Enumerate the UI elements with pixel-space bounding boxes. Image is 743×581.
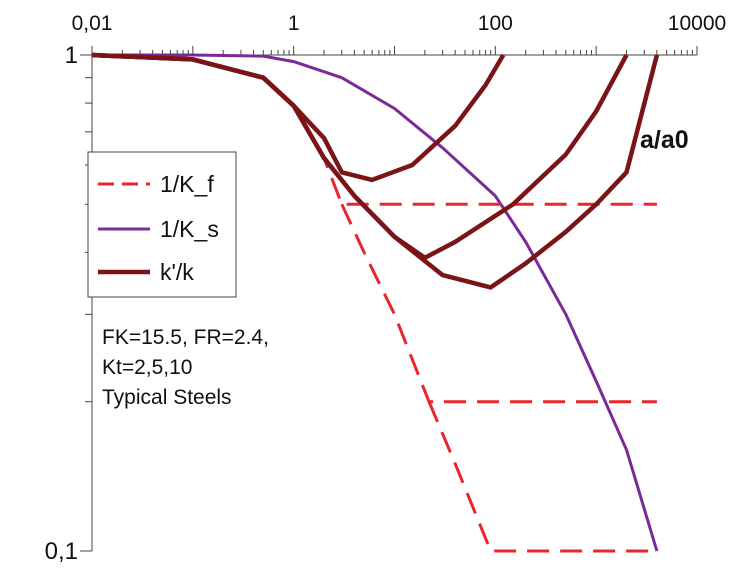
series-line-kk-kt10 xyxy=(91,52,660,290)
y-tick-label: 0,1 xyxy=(45,538,78,565)
x-tick-label: 100 xyxy=(478,12,513,35)
x-tick-label: 0,01 xyxy=(72,12,113,35)
x-tick-label: 10000 xyxy=(668,12,726,35)
series-line-kf-kt5 xyxy=(340,203,657,404)
legend: 1/K_f 1/K_s k'/k xyxy=(87,151,237,298)
annotation-line-1: FK=15.5, FR=2.4, xyxy=(102,326,269,349)
chart-series-layer xyxy=(91,52,660,553)
annotation: FK=15.5, FR=2.4, Kt=2,5,10 Typical Steel… xyxy=(102,326,269,409)
series-line-kf-kt10 xyxy=(427,401,657,553)
x-axis-label: a/a0 xyxy=(640,126,689,154)
annotation-line-2: Kt=2,5,10 xyxy=(102,356,193,379)
y-tick-label: 1 xyxy=(65,42,78,69)
series-line-ks xyxy=(92,53,659,552)
x-tick-label: 1 xyxy=(288,12,300,35)
annotation-line-3: Typical Steels xyxy=(102,386,232,409)
legend-label-ks: 1/K_s xyxy=(160,216,219,242)
legend-label-kf: 1/K_f xyxy=(160,171,214,197)
legend-label-kk: k'/k xyxy=(160,259,194,285)
